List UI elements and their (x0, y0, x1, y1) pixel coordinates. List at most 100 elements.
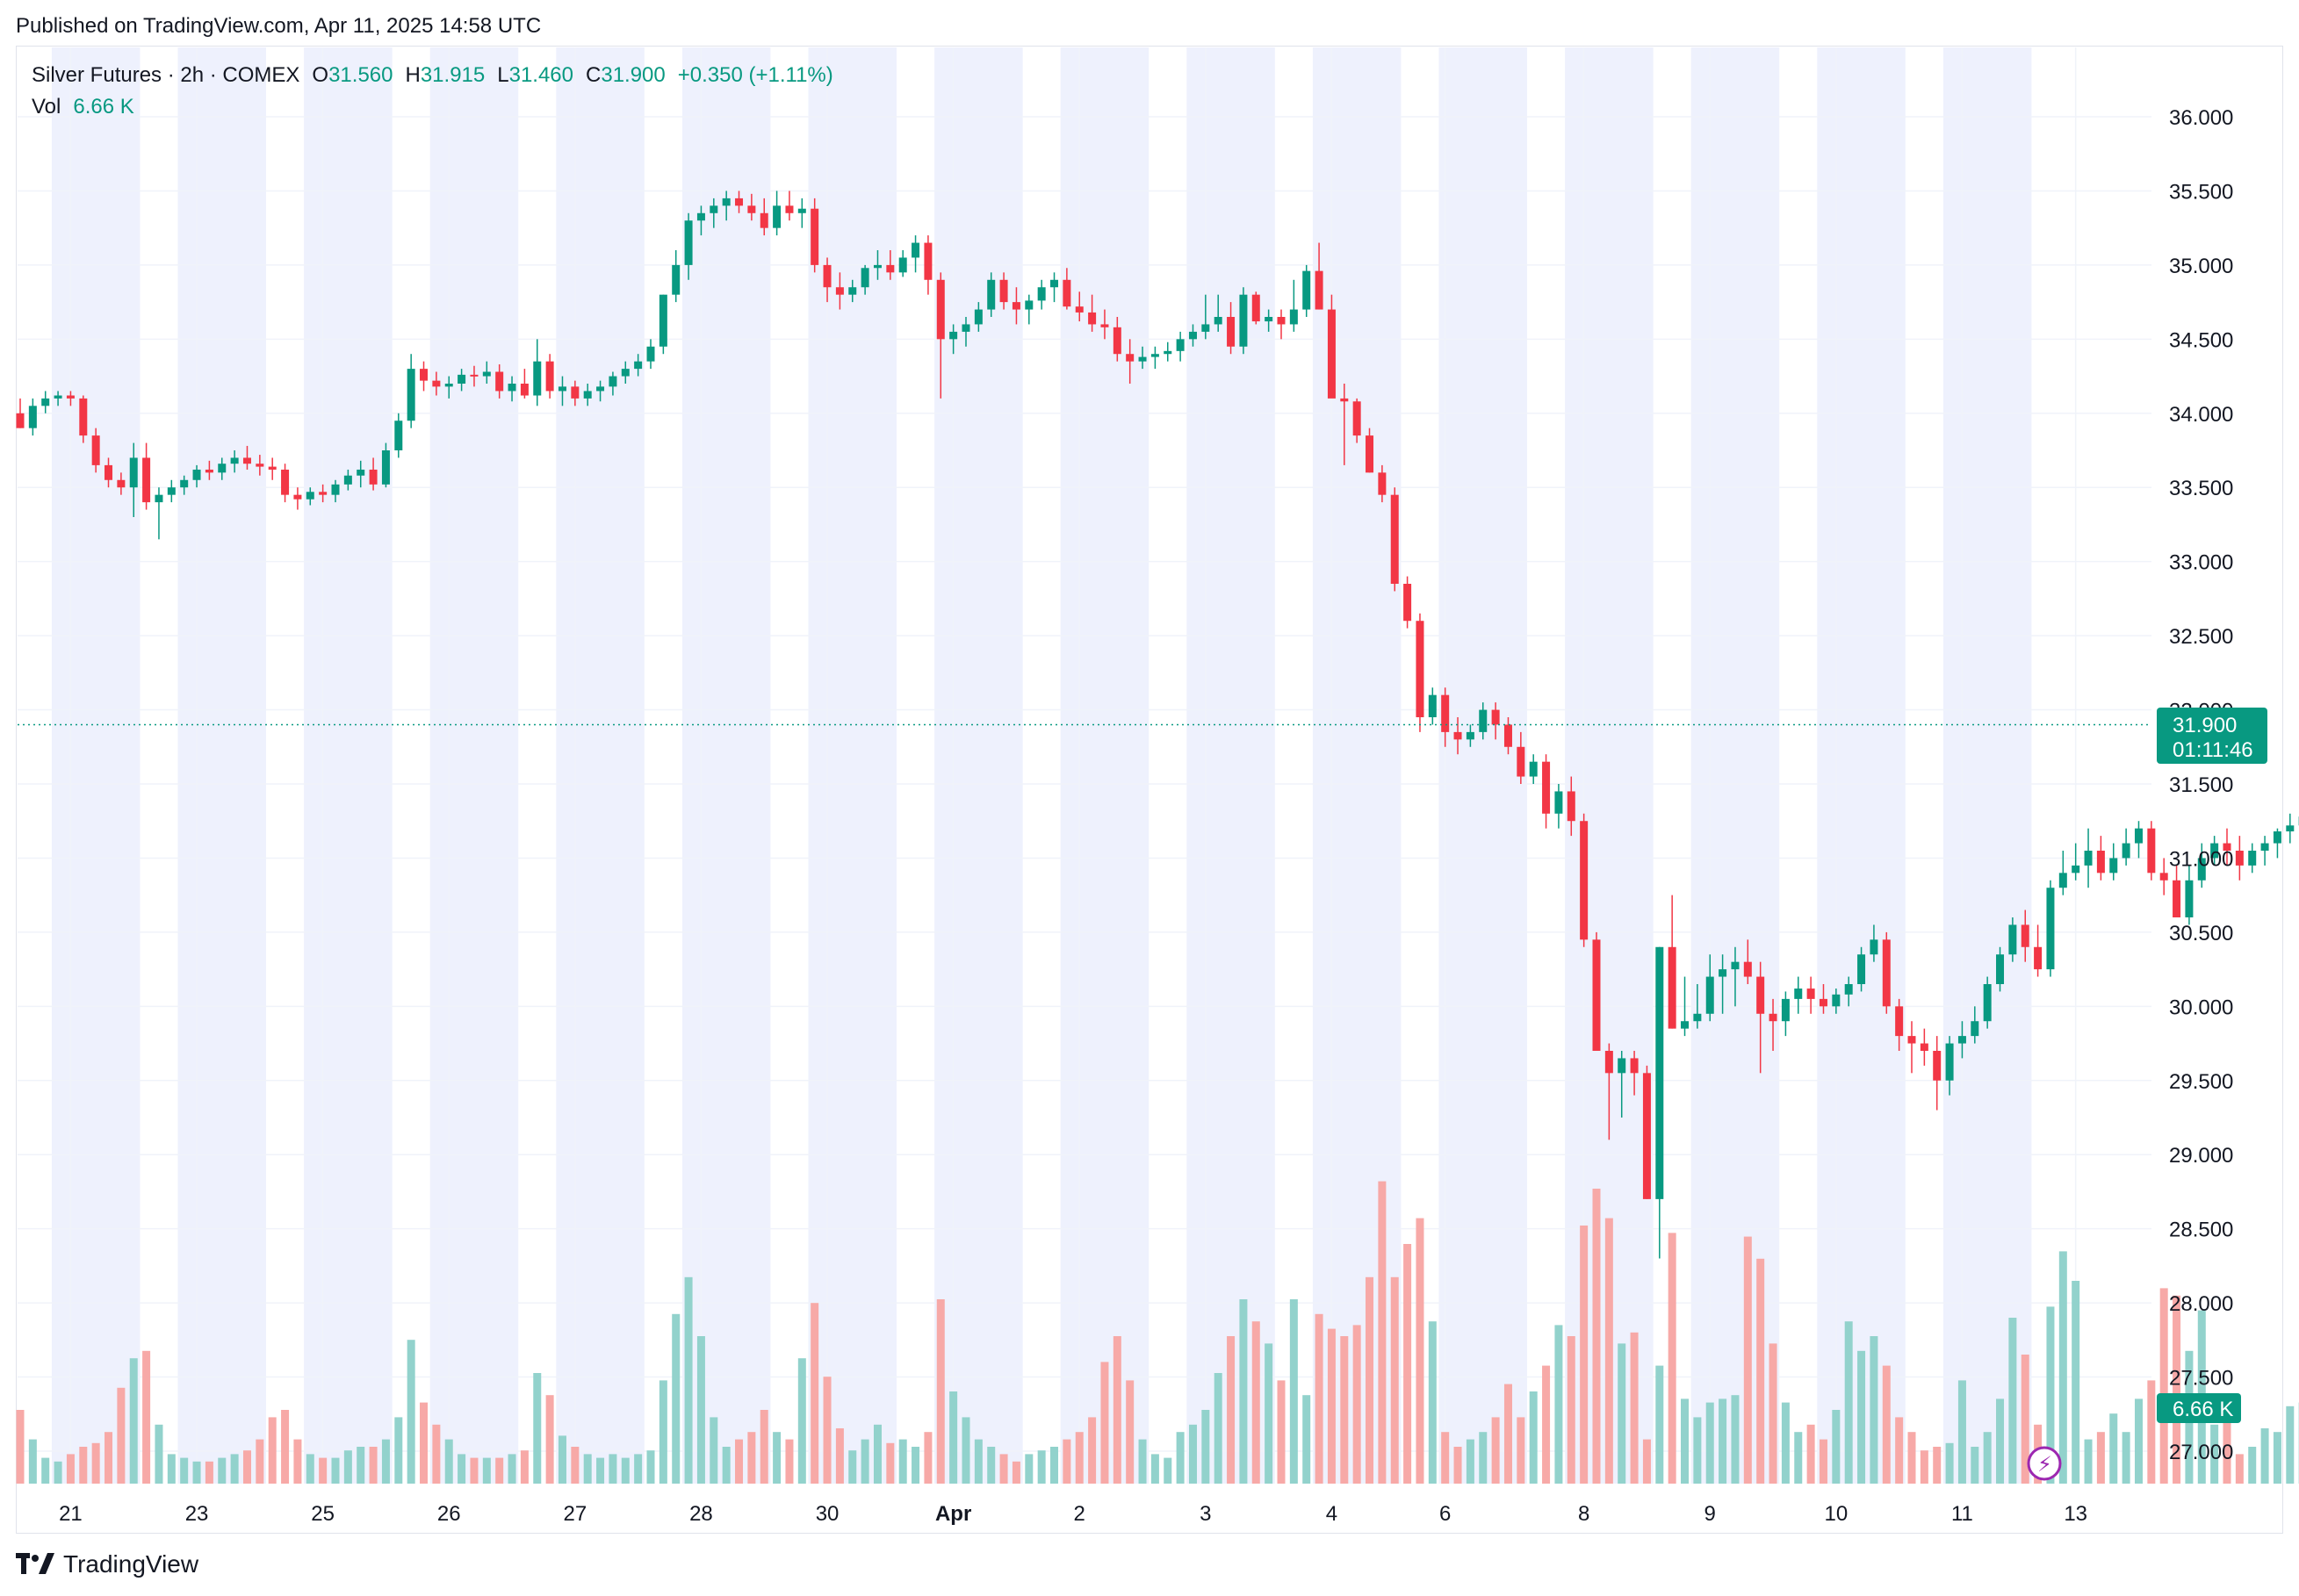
candle (2248, 843, 2257, 873)
open-label: O (312, 63, 329, 87)
volume-bar (54, 1461, 62, 1484)
volume-bars (16, 1181, 2299, 1484)
volume-bar (520, 1450, 529, 1484)
candle (218, 457, 227, 480)
candle (2197, 843, 2206, 888)
volume-value-badge: 6.66 K (2173, 1398, 2233, 1421)
volume-bar (1655, 1365, 1664, 1484)
volume-bar (533, 1373, 542, 1484)
volume-bar (848, 1450, 857, 1484)
volume-bar (1214, 1373, 1222, 1484)
candle (1126, 339, 1135, 384)
candle (1453, 717, 1462, 755)
volume-bar (710, 1417, 718, 1484)
volume-bar (1630, 1332, 1639, 1484)
candle (634, 354, 643, 377)
candle (672, 250, 681, 303)
candle (1655, 946, 1664, 1259)
candle (861, 264, 869, 295)
candle-body (319, 492, 328, 495)
volume-bar (1819, 1439, 1827, 1484)
volume-bar (1554, 1325, 1563, 1484)
candle-body (747, 205, 756, 213)
candle (1705, 954, 1714, 1022)
volume-bar (495, 1457, 504, 1484)
time-tick-label: 23 (185, 1502, 209, 1526)
volume-bar (949, 1391, 958, 1484)
volume-bar (306, 1454, 314, 1484)
volume-bar (1150, 1454, 1159, 1484)
volume-bar (2210, 1424, 2219, 1484)
candle-body (735, 198, 744, 206)
candle-body (646, 346, 655, 362)
candle (2185, 865, 2194, 925)
candle (54, 391, 62, 406)
candle (773, 191, 782, 236)
candle-body (482, 371, 491, 377)
tradingview-logo[interactable]: TradingView (16, 1550, 198, 1578)
candle (1441, 687, 1450, 747)
candle-body (873, 264, 882, 269)
candle (2210, 836, 2219, 866)
candle-body (1920, 1043, 1928, 1051)
candle (760, 198, 768, 236)
candle-body (2072, 865, 2080, 873)
candle (797, 198, 806, 228)
candle-body (1366, 435, 1374, 473)
candle (1251, 291, 1260, 325)
volume-bar (2134, 1398, 2143, 1484)
volume-bar (1113, 1336, 1121, 1484)
candle (1100, 309, 1109, 340)
volume-bar (1933, 1447, 1942, 1484)
candle (520, 369, 529, 399)
candle (1743, 939, 1752, 984)
candle-body (1832, 994, 1841, 1007)
volume-bar (1857, 1350, 1866, 1484)
volume-bar (1164, 1457, 1172, 1484)
volume-bar (420, 1402, 429, 1484)
candle-body (1403, 584, 1412, 622)
volume-bar (1201, 1410, 1210, 1484)
candle (1756, 961, 1765, 1074)
candle (129, 442, 138, 517)
session-band (1186, 47, 1275, 1484)
candle-body (659, 294, 667, 347)
price-tick-label: 34.000 (2169, 403, 2233, 427)
volume-bar (180, 1457, 189, 1484)
candle-body (1567, 791, 1575, 822)
symbol-title[interactable]: Silver Futures · 2h · COMEX (32, 63, 300, 87)
candle-body (1479, 709, 1488, 732)
candle (609, 371, 617, 396)
volume-bar (545, 1395, 554, 1484)
candle-body (1819, 998, 1827, 1007)
volume-label[interactable]: Vol (32, 95, 61, 119)
candle-body (230, 457, 239, 464)
candle (1315, 242, 1323, 310)
candle (167, 479, 176, 503)
candle-body (1126, 354, 1135, 362)
candle (1025, 294, 1034, 325)
time-tick-label: 11 (1951, 1502, 1973, 1526)
close-label: C (586, 63, 602, 87)
volume-bar (1794, 1432, 1803, 1484)
candle-body (2173, 880, 2181, 917)
volume-bar (369, 1447, 378, 1484)
candle (1302, 264, 1311, 317)
volume-bar (873, 1424, 882, 1484)
volume-bar (735, 1439, 744, 1484)
chart-panel[interactable] (16, 46, 2283, 1534)
volume-bar (1227, 1336, 1236, 1484)
candle (306, 487, 314, 506)
candle (1895, 998, 1904, 1051)
volume-bar (1012, 1461, 1020, 1484)
volume-bar (1390, 1276, 1399, 1484)
candle (558, 376, 566, 406)
candle (2235, 836, 2244, 881)
volume-bar (205, 1461, 213, 1484)
candle-body (381, 450, 390, 485)
lightning-button[interactable]: ⚡ (2027, 1446, 2062, 1481)
candle-body (104, 464, 113, 480)
volume-bar (117, 1387, 126, 1484)
candle (962, 317, 970, 347)
